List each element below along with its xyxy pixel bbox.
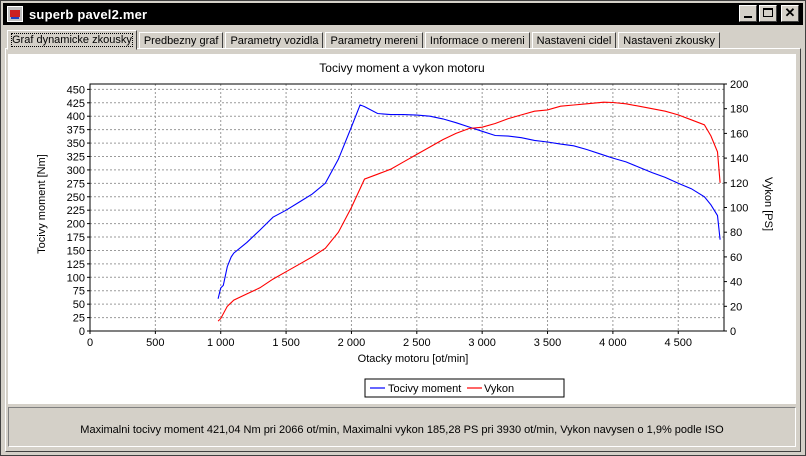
y-tick-label: 250 — [67, 192, 85, 204]
dyno-chart: Tocivy moment a vykon motoru 0 500 1 000 1 … — [36, 61, 774, 398]
tab-label: Parametry vozidla — [230, 35, 319, 47]
chart-series — [217, 101, 721, 322]
close-icon: ✕ — [784, 5, 796, 20]
y-tick-label: 50 — [73, 299, 85, 311]
title-bar[interactable]: superb pavel2.mer ✕ — [3, 3, 803, 25]
tab-label: Nastaveni cidel — [536, 35, 612, 47]
tab-label: Parametry mereni — [330, 35, 418, 47]
y2-axis-ticks: 0 20 40 60 80 100 120 140 160 180 200 — [724, 79, 748, 338]
y2-tick-label: 140 — [730, 153, 748, 165]
window-title: superb pavel2.mer — [29, 6, 148, 22]
y-tick-label: 350 — [67, 138, 85, 150]
x-tick-label: 0 — [87, 337, 93, 349]
x-tick-label: 3 000 — [468, 337, 496, 349]
chart-legend: Tocivy moment Vykon — [364, 378, 565, 398]
chart-title: Tocivy moment a vykon motoru — [319, 61, 484, 75]
y-tick-label: 100 — [67, 272, 85, 284]
app-icon[interactable] — [7, 6, 23, 22]
y-tick-label: 275 — [67, 178, 85, 190]
tab-graf-dynamicke-zkousky[interactable]: Graf dynamicke zkousky — [7, 30, 137, 50]
y-tick-label: 400 — [67, 111, 85, 123]
y2-tick-label: 0 — [730, 326, 736, 338]
minimize-button[interactable] — [739, 5, 757, 22]
y2-axis-label: Vykon [PS] — [762, 177, 774, 231]
x-tick-label: 500 — [146, 337, 164, 349]
y-tick-label: 0 — [79, 326, 85, 338]
y-tick-label: 425 — [67, 98, 85, 110]
y-tick-label: 450 — [67, 84, 85, 96]
status-text: Maximalni tocivy moment 421,04 Nm pri 20… — [80, 424, 724, 436]
maximize-button[interactable] — [759, 5, 777, 22]
tab-label: Predbezny graf — [143, 35, 219, 47]
tab-nastaveni-zkousky[interactable]: Nastaveni zkousky — [618, 32, 720, 49]
close-button[interactable]: ✕ — [781, 5, 799, 22]
y2-tick-label: 40 — [730, 277, 742, 289]
plot-frame — [89, 83, 725, 332]
y-tick-label: 175 — [67, 232, 85, 244]
y2-tick-label: 60 — [730, 252, 742, 264]
window-controls: ✕ — [739, 5, 799, 22]
y-tick-label: 75 — [73, 286, 85, 298]
y2-tick-label: 160 — [730, 128, 748, 140]
x-tick-label: 1 500 — [272, 337, 300, 349]
x-tick-label: 4 000 — [599, 337, 627, 349]
tab-predbezny-graf[interactable]: Predbezny graf — [138, 32, 224, 49]
tab-label: Nastaveni zkousky — [623, 35, 715, 47]
y-tick-label: 225 — [67, 205, 85, 217]
y-tick-label: 325 — [67, 151, 85, 163]
y2-tick-label: 20 — [730, 301, 742, 313]
y-tick-label: 200 — [67, 219, 85, 231]
tab-panel — [5, 48, 801, 452]
tab-informace-o-mereni[interactable]: Informace o mereni — [424, 32, 530, 49]
legend-label-tocivy-moment: Tocivy moment — [388, 383, 461, 395]
tab-parametry-vozidla[interactable]: Parametry vozidla — [225, 32, 324, 49]
tab-nastaveni-cidel[interactable]: Nastaveni cidel — [531, 32, 617, 49]
y-tick-label: 125 — [67, 259, 85, 271]
y2-tick-label: 180 — [730, 104, 748, 116]
chart-grid — [90, 84, 724, 331]
tab-strip: Graf dynamicke zkousky Predbezny graf Pa… — [7, 29, 722, 50]
maximize-icon — [763, 8, 773, 17]
status-summary: Maximalni tocivy moment 421,04 Nm pri 20… — [8, 407, 796, 447]
y-tick-label: 25 — [73, 313, 85, 325]
y2-tick-label: 200 — [730, 79, 748, 91]
y-axis-label: Tocivy moment [Nm] — [36, 154, 48, 254]
x-tick-label: 2 500 — [403, 337, 431, 349]
chart-area: Tocivy moment a vykon motoru 0 500 1 000 1 … — [8, 54, 796, 404]
x-tick-label: 1 000 — [207, 337, 235, 349]
tab-label: Informace o mereni — [429, 35, 525, 47]
series-line-tocivy-moment — [217, 104, 721, 299]
legend-label-vykon: Vykon — [484, 383, 514, 395]
y-tick-label: 375 — [67, 125, 85, 137]
tab-label: Graf dynamicke zkousky — [11, 33, 133, 47]
y-tick-label: 300 — [67, 165, 85, 177]
y2-tick-label: 80 — [730, 227, 742, 239]
x-tick-label: 3 500 — [534, 337, 562, 349]
x-tick-label: 2 000 — [338, 337, 366, 349]
series-line-vykon — [217, 101, 721, 322]
y2-tick-label: 100 — [730, 203, 748, 215]
x-tick-label: 4 500 — [664, 337, 692, 349]
x-axis-label: Otacky motoru [ot/min] — [358, 353, 469, 365]
y2-tick-label: 120 — [730, 178, 748, 190]
legend-box — [364, 378, 565, 398]
tab-parametry-mereni[interactable]: Parametry mereni — [325, 32, 423, 49]
minimize-icon — [744, 16, 752, 18]
y-tick-label: 150 — [67, 245, 85, 257]
x-axis-ticks: 0 500 1 000 1 500 2 000 2 500 3 000 3 500 4 000 4… — [87, 331, 692, 349]
